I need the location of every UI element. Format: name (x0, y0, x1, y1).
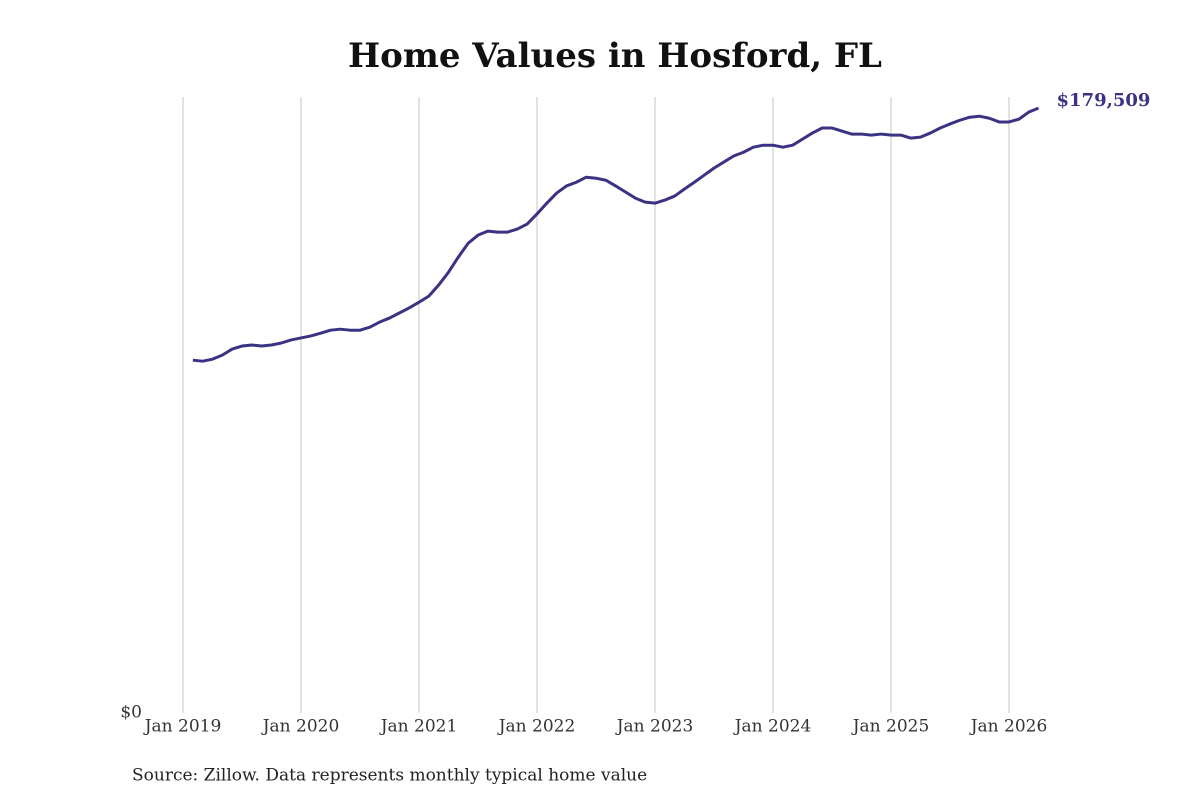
y-tick-label: $0 (120, 703, 142, 723)
x-tick-label: Jan 2025 (851, 717, 930, 737)
x-tick-label: Jan 2021 (379, 717, 458, 737)
x-tick-label: Jan 2019 (143, 717, 222, 737)
x-tick-label: Jan 2023 (615, 717, 694, 737)
x-tick-label: Jan 2024 (733, 717, 812, 737)
value-line (192, 106, 1040, 363)
x-tick-label: Jan 2022 (497, 717, 576, 737)
value-label: $179,509 (1057, 90, 1151, 111)
chart-title: Home Values in Hosford, FL (348, 36, 882, 76)
x-tick-label: Jan 2020 (261, 717, 340, 737)
source-note: Source: Zillow. Data represents monthly … (132, 766, 647, 786)
x-tick-label: Jan 2026 (969, 717, 1048, 737)
